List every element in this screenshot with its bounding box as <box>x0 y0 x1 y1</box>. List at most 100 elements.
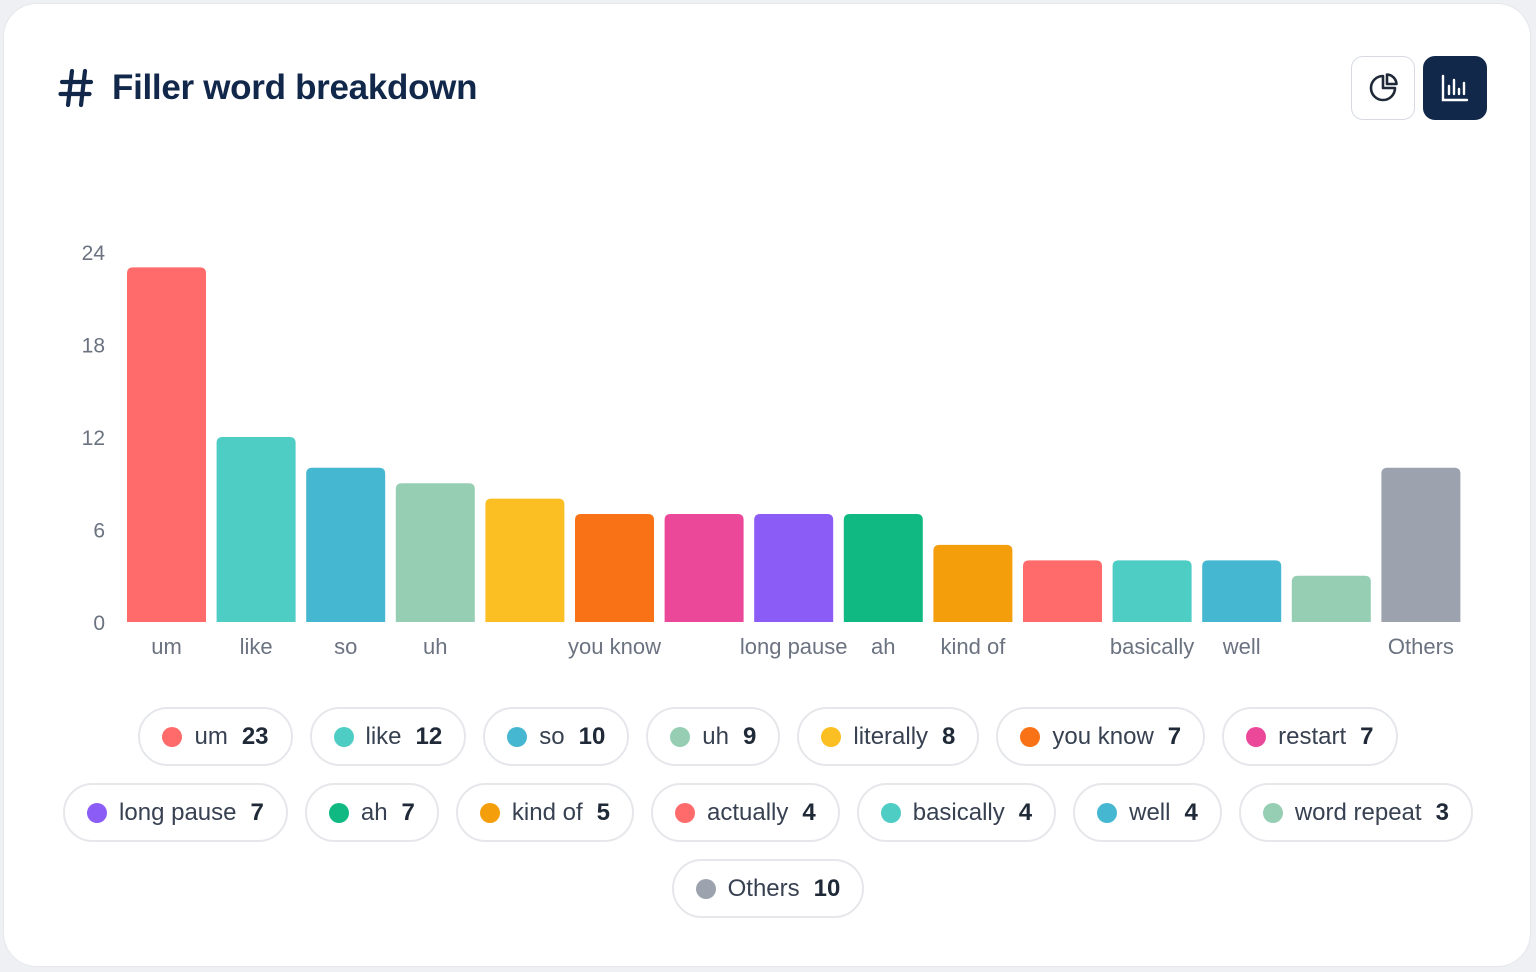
bars <box>127 267 1461 622</box>
legend-item[interactable]: you know 7 <box>996 707 1206 766</box>
legend-item[interactable]: kind of 5 <box>455 783 634 842</box>
bar-like[interactable] <box>216 436 296 622</box>
bar-others[interactable] <box>1381 467 1461 622</box>
legend-label: well <box>1129 798 1171 826</box>
legend-label: um <box>194 722 228 750</box>
pie-chart-icon <box>1369 73 1398 102</box>
bar-well[interactable] <box>1202 560 1282 622</box>
y-tick-label: 18 <box>82 334 105 357</box>
legend-count: 7 <box>401 798 415 826</box>
bar-you-know[interactable] <box>575 514 654 622</box>
legend-dot-icon <box>1246 726 1267 747</box>
legend-item[interactable]: Others 10 <box>671 859 865 918</box>
bar-literally[interactable] <box>485 498 565 622</box>
bar-basically[interactable] <box>1112 560 1192 622</box>
x-tick-label: you know <box>568 634 661 659</box>
legend-count: 5 <box>596 798 610 826</box>
legend-item[interactable]: so 10 <box>483 707 630 766</box>
card-header: Filler word breakdown <box>58 66 477 110</box>
x-tick-label: long pause <box>740 634 848 659</box>
bar-kind-of[interactable] <box>933 544 1013 622</box>
legend-dot-icon <box>162 726 183 747</box>
y-tick-label: 24 <box>82 242 106 265</box>
bar-so[interactable] <box>306 467 386 622</box>
legend-count: 10 <box>813 874 841 902</box>
legend-count: 3 <box>1435 798 1449 826</box>
legend-item[interactable]: um 23 <box>138 707 293 766</box>
legend-label: so <box>539 722 565 750</box>
legend-label: Others <box>727 874 800 902</box>
x-tick-label: Others <box>1388 634 1454 659</box>
page-title: Filler word breakdown <box>112 68 478 107</box>
legend-label: word repeat <box>1294 798 1422 826</box>
legend-dot-icon <box>695 878 716 899</box>
x-tick-label: um <box>151 634 182 659</box>
legend-item[interactable]: word repeat 3 <box>1238 783 1473 842</box>
x-tick-label: uh <box>423 634 447 659</box>
legend-label: restart <box>1278 722 1347 750</box>
legend-item[interactable]: actually 4 <box>650 783 840 842</box>
bar-um[interactable] <box>127 267 206 622</box>
legend-count: 4 <box>802 798 816 826</box>
y-axis: 0 6 12 18 24 <box>82 242 106 635</box>
legend-item[interactable]: ah 7 <box>304 783 439 842</box>
legend-count: 4 <box>1184 798 1198 826</box>
legend-count: 23 <box>241 722 269 750</box>
bar-ah[interactable] <box>843 514 923 622</box>
legend-dot-icon <box>1262 802 1283 823</box>
x-tick-label: kind of <box>940 634 1006 659</box>
legend-dot-icon <box>821 726 842 747</box>
pie-chart-toggle-button[interactable] <box>1351 56 1415 120</box>
legend-item[interactable]: well 4 <box>1073 783 1222 842</box>
legend: um 23 like 12 so 10 uh 9 literally 8 you know 7 rest… <box>20 707 1516 918</box>
bar-chart: 0 6 12 18 24 um like so uh you know long pause ah k… <box>82 242 1461 659</box>
bar-word-repeat[interactable] <box>1291 575 1371 622</box>
hash-icon <box>58 68 94 108</box>
legend-dot-icon <box>670 726 691 747</box>
legend-label: long pause <box>119 798 237 826</box>
legend-dot-icon <box>479 802 500 823</box>
legend-item[interactable]: uh 9 <box>646 707 781 766</box>
bar-long-pause[interactable] <box>754 514 834 622</box>
bar-chart-icon <box>1441 74 1469 102</box>
legend-count: 8 <box>942 722 956 750</box>
legend-count: 7 <box>1167 722 1182 750</box>
x-tick-label: ah <box>871 634 895 659</box>
legend-dot-icon <box>1097 802 1118 823</box>
legend-item[interactable]: literally 8 <box>797 707 980 766</box>
legend-label: like <box>365 722 402 750</box>
x-tick-label: well <box>1222 634 1261 659</box>
y-tick-label: 12 <box>82 427 105 450</box>
legend-item[interactable]: restart 7 <box>1222 707 1398 766</box>
legend-count: 12 <box>415 722 443 750</box>
legend-dot-icon <box>333 726 354 747</box>
legend-dot-icon <box>1020 726 1041 747</box>
legend-item[interactable]: like 12 <box>309 707 467 766</box>
legend-count: 4 <box>1018 798 1033 826</box>
legend-dot-icon <box>674 802 695 823</box>
legend-dot-icon <box>328 802 349 823</box>
x-tick-label: like <box>240 634 273 659</box>
legend-count: 7 <box>1360 722 1374 750</box>
legend-label: you know <box>1052 722 1154 750</box>
bar-restart[interactable] <box>664 514 744 622</box>
y-tick-label: 0 <box>93 612 105 635</box>
legend-dot-icon <box>880 802 901 823</box>
bar-chart-toggle-button[interactable] <box>1423 56 1487 120</box>
legend-item[interactable]: basically 4 <box>856 783 1057 842</box>
y-tick-label: 6 <box>93 519 105 542</box>
legend-label: kind of <box>511 798 583 826</box>
legend-count: 9 <box>743 722 757 750</box>
bar-uh[interactable] <box>395 483 475 622</box>
x-tick-label: so <box>334 634 357 659</box>
bar-actually[interactable] <box>1023 560 1102 622</box>
legend-label: ah <box>360 798 388 826</box>
legend-item[interactable]: long pause 7 <box>63 783 288 842</box>
legend-dot-icon <box>87 802 108 823</box>
legend-dot-icon <box>507 726 528 747</box>
legend-count: 10 <box>578 722 606 750</box>
legend-count: 7 <box>250 798 264 826</box>
legend-label: basically <box>912 798 1005 826</box>
legend-label: literally <box>853 722 929 750</box>
x-tick-label: basically <box>1110 634 1194 659</box>
